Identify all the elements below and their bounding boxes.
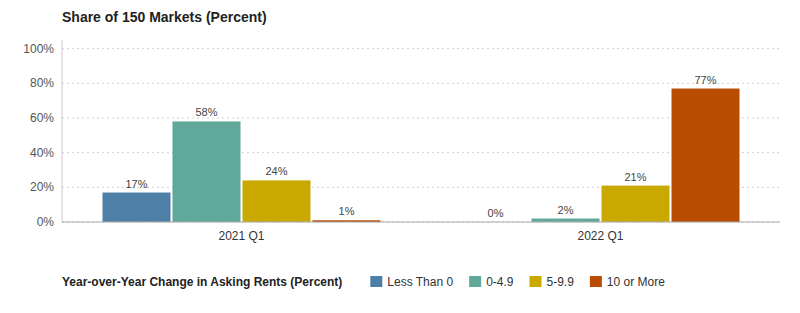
bar: [172, 121, 240, 222]
x-tick-label: 2022 Q1: [577, 229, 623, 243]
x-axis-line: [62, 222, 780, 223]
y-tick-label: 80%: [30, 76, 54, 90]
chart-title: Share of 150 Markets (Percent): [62, 9, 267, 25]
x-axis-label: Year-over-Year Change in Asking Rents (P…: [62, 275, 342, 289]
y-grid: [62, 49, 780, 222]
grid-line: [62, 83, 780, 84]
data-label: 0%: [488, 207, 504, 219]
legend-swatch: [530, 276, 542, 287]
data-label: 77%: [694, 74, 716, 86]
y-tick-label: 60%: [30, 111, 54, 125]
bar: [102, 193, 170, 222]
legend: Less Than 0 0-4.9 5-9.9 10 or More: [370, 275, 665, 289]
legend-swatch: [370, 276, 382, 287]
legend-label: Less Than 0: [387, 275, 453, 289]
x-tick-label: 2021 Q1: [218, 229, 264, 243]
legend-label: 0-4.9: [486, 275, 514, 289]
y-tick-label: 40%: [30, 146, 54, 160]
bars: [102, 89, 739, 222]
legend-swatch: [469, 276, 481, 287]
y-tick-label: 100%: [23, 42, 54, 56]
bar: [602, 186, 670, 222]
grid-line: [62, 48, 780, 49]
legend-label: 10 or More: [607, 275, 665, 289]
data-label: 17%: [125, 178, 147, 190]
data-labels: 17% 58% 24% 1% 0% 2% 21% 77%: [125, 74, 716, 219]
data-label: 58%: [195, 106, 217, 118]
data-label: 21%: [624, 171, 646, 183]
y-tick-label: 0%: [37, 215, 55, 229]
data-label: 2%: [558, 204, 574, 216]
data-label: 24%: [265, 165, 287, 177]
data-label: 1%: [339, 205, 355, 217]
bar: [243, 180, 311, 222]
grid-line: [62, 222, 780, 223]
legend-label: 5-9.9: [547, 275, 575, 289]
chart-container: Share of 150 Markets (Percent) 0% 20% 40% 60…: [0, 0, 800, 313]
legend-swatch: [590, 276, 602, 287]
y-tick-label: 20%: [30, 180, 54, 194]
y-axis-line: [62, 40, 63, 222]
chart-svg: Share of 150 Markets (Percent) 0% 20% 40% 60…: [0, 0, 800, 313]
bar: [531, 219, 599, 222]
bar: [672, 89, 740, 222]
